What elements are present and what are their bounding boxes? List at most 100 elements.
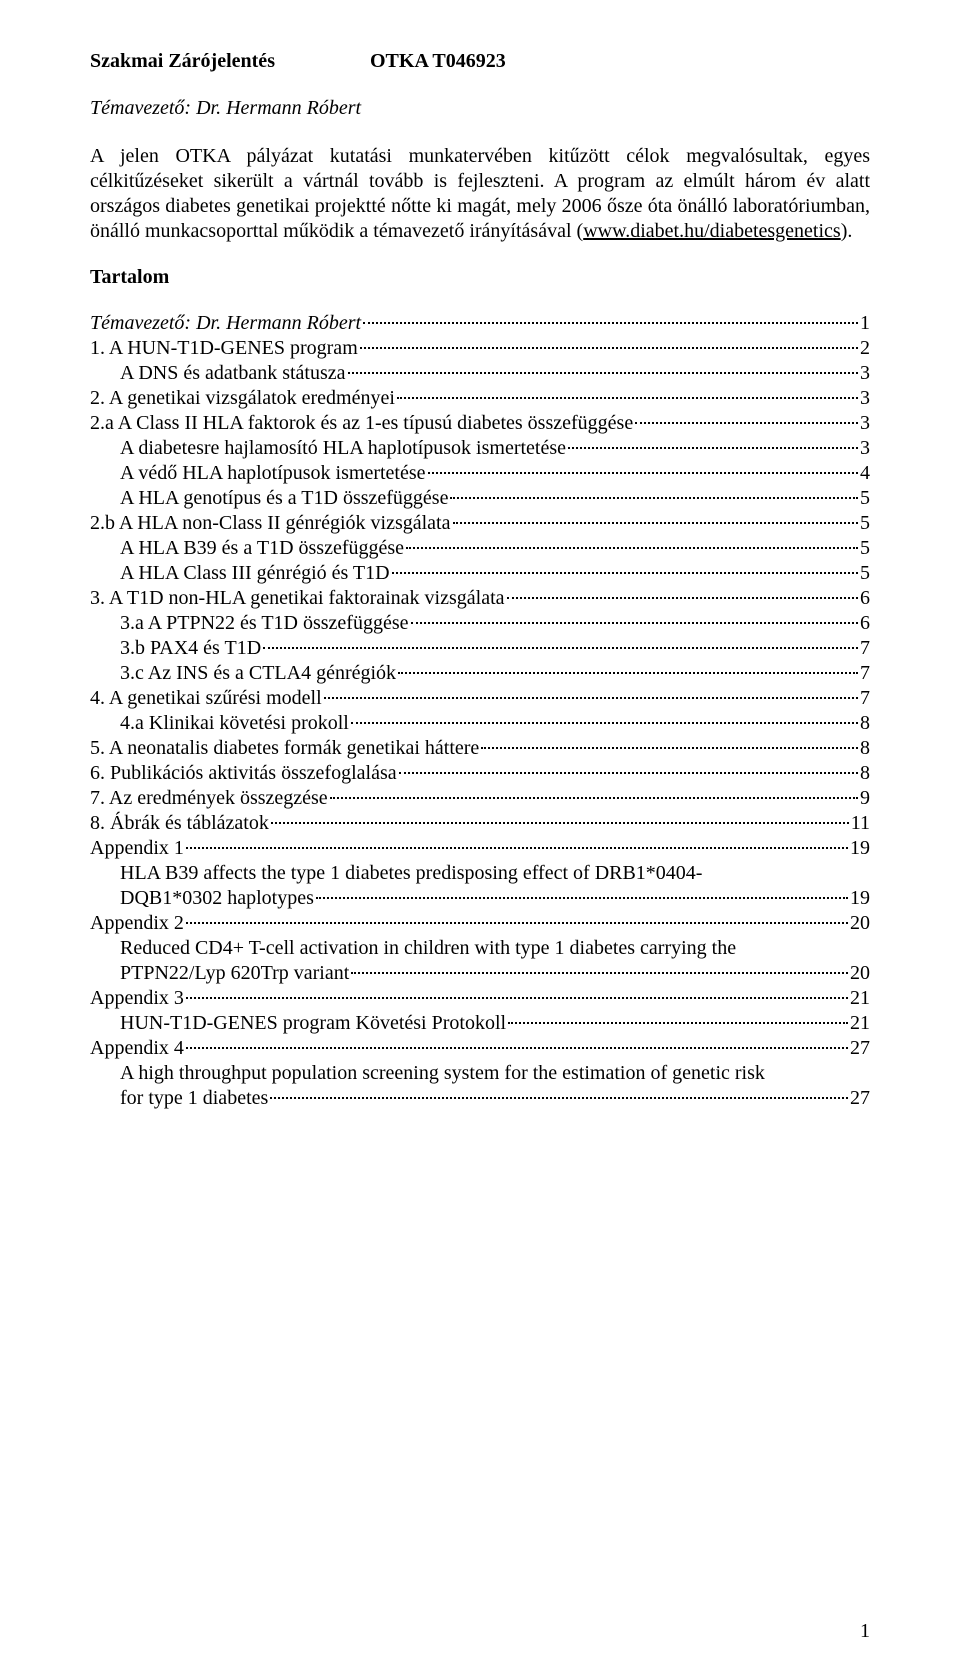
- toc-page: 3: [860, 386, 870, 411]
- toc-leader: [360, 347, 858, 349]
- toc-row: HUN-T1D-GENES program Követési Protokoll…: [90, 1011, 870, 1036]
- toc-row: DQB1*0302 haplotypes 19: [90, 886, 870, 911]
- toc-row: A DNS és adatbank státusza 3: [90, 361, 870, 386]
- toc-leader: [316, 897, 848, 899]
- toc-label: 7. Az eredmények összegzése: [90, 786, 328, 811]
- toc-page: 20: [850, 961, 870, 986]
- toc-page: 8: [860, 736, 870, 761]
- toc-leader: [406, 547, 858, 549]
- toc-page: 5: [860, 536, 870, 561]
- toc-leader: [507, 597, 858, 599]
- toc-row: 2.a A Class II HLA faktorok és az 1-es t…: [90, 411, 870, 436]
- toc-leader: [351, 722, 858, 724]
- toc-page: 21: [850, 986, 870, 1011]
- toc-page: 20: [850, 911, 870, 936]
- toc-page: 5: [860, 486, 870, 511]
- toc-leader: [481, 747, 858, 749]
- toc-leader: [428, 472, 858, 474]
- toc-leader: [186, 997, 848, 999]
- toc-row: HLA B39 affects the type 1 diabetes pred…: [90, 861, 870, 886]
- toc-leader: [186, 847, 848, 849]
- toc-leader: [508, 1022, 848, 1024]
- toc-label: 3. A T1D non-HLA genetikai faktorainak v…: [90, 586, 505, 611]
- toc-label: Témavezető: Dr. Hermann Róbert: [90, 311, 361, 336]
- toc-row: Reduced CD4+ T-cell activation in childr…: [90, 936, 870, 961]
- report-header: Szakmai Zárójelentés OTKA T046923: [90, 50, 870, 73]
- toc-label: Appendix 4: [90, 1036, 184, 1061]
- toc-page: 6: [860, 611, 870, 636]
- toc-label: A HLA Class III génrégió és T1D: [120, 561, 390, 586]
- toc-label: A diabetesre hajlamosító HLA haplotípuso…: [120, 436, 566, 461]
- toc-page: 21: [850, 1011, 870, 1036]
- toc-leader: [392, 572, 858, 574]
- toc-page: 19: [850, 886, 870, 911]
- toc-label: HLA B39 affects the type 1 diabetes pred…: [120, 861, 702, 886]
- toc-leader: [635, 422, 858, 424]
- header-left: Szakmai Zárójelentés: [90, 50, 275, 73]
- header-right: OTKA T046923: [370, 50, 506, 73]
- toc-leader: [263, 647, 858, 649]
- toc-label: Reduced CD4+ T-cell activation in childr…: [120, 936, 736, 961]
- toc-page: 5: [860, 561, 870, 586]
- toc-label: DQB1*0302 haplotypes: [120, 886, 314, 911]
- toc-leader: [399, 772, 858, 774]
- toc-row: 7. Az eredmények összegzése9: [90, 786, 870, 811]
- toc-page: 8: [860, 761, 870, 786]
- toc-label: 4. A genetikai szűrési modell: [90, 686, 322, 711]
- toc-label: A high throughput population screening s…: [120, 1061, 765, 1086]
- toc-leader: [324, 697, 858, 699]
- toc-row: 3. A T1D non-HLA genetikai faktorainak v…: [90, 586, 870, 611]
- toc-leader: [270, 1097, 848, 1099]
- toc-page: 6: [860, 586, 870, 611]
- toc-page: 3: [860, 436, 870, 461]
- toc-row: Témavezető: Dr. Hermann Róbert1: [90, 311, 870, 336]
- toc-row: 8. Ábrák és táblázatok11: [90, 811, 870, 836]
- toc-page: 7: [860, 636, 870, 661]
- toc-leader: [411, 622, 859, 624]
- intro-link[interactable]: www.diabet.hu/diabetesgenetics: [583, 220, 841, 242]
- toc-row: 4. A genetikai szűrési modell 7: [90, 686, 870, 711]
- toc-row: PTPN22/Lyp 620Trp variant 20: [90, 961, 870, 986]
- toc-leader: [568, 447, 858, 449]
- toc-leader: [397, 397, 858, 399]
- toc-label: 8. Ábrák és táblázatok: [90, 811, 269, 836]
- table-of-contents: Témavezető: Dr. Hermann Róbert11. A HUN-…: [90, 311, 870, 1111]
- toc-label: 2.b A HLA non-Class II génrégiók vizsgál…: [90, 511, 451, 536]
- toc-leader: [271, 822, 849, 824]
- toc-label: for type 1 diabetes: [120, 1086, 268, 1111]
- toc-label: PTPN22/Lyp 620Trp variant: [120, 961, 349, 986]
- toc-page: 2: [860, 336, 870, 361]
- toc-label: A DNS és adatbank státusza: [120, 361, 346, 386]
- toc-page: 3: [860, 361, 870, 386]
- toc-row: Appendix 4 27: [90, 1036, 870, 1061]
- toc-label: A HLA B39 és a T1D összefüggése: [120, 536, 404, 561]
- toc-label: 2. A genetikai vizsgálatok eredményei: [90, 386, 395, 411]
- toc-page: 27: [850, 1036, 870, 1061]
- toc-leader: [398, 672, 858, 674]
- toc-row: 4.a Klinikai követési prokoll8: [90, 711, 870, 736]
- toc-leader: [186, 1047, 848, 1049]
- toc-row: 2.b A HLA non-Class II génrégiók vizsgál…: [90, 511, 870, 536]
- toc-label: 4.a Klinikai követési prokoll: [120, 711, 349, 736]
- supervisor-line: Témavezető: Dr. Hermann Róbert: [90, 97, 870, 120]
- toc-row: 3.c Az INS és a CTLA4 génrégiók 7: [90, 661, 870, 686]
- toc-page: 7: [860, 686, 870, 711]
- toc-row: for type 1 diabetes 27: [90, 1086, 870, 1111]
- toc-label: 3.c Az INS és a CTLA4 génrégiók: [120, 661, 396, 686]
- toc-leader: [186, 922, 848, 924]
- toc-row: 3.a A PTPN22 és T1D összefüggése6: [90, 611, 870, 636]
- toc-label: A HLA genotípus és a T1D összefüggése: [120, 486, 448, 511]
- toc-page: 4: [860, 461, 870, 486]
- toc-leader: [363, 322, 858, 324]
- toc-label: Appendix 3: [90, 986, 184, 1011]
- toc-page: 7: [860, 661, 870, 686]
- toc-row: 5. A neonatalis diabetes formák genetika…: [90, 736, 870, 761]
- toc-row: Appendix 220: [90, 911, 870, 936]
- toc-row: 2. A genetikai vizsgálatok eredményei 3: [90, 386, 870, 411]
- toc-label: 3.b PAX4 és T1D: [120, 636, 261, 661]
- toc-page: 5: [860, 511, 870, 536]
- toc-leader: [453, 522, 859, 524]
- toc-page: 27: [850, 1086, 870, 1111]
- intro-text-2: ).: [841, 220, 853, 242]
- toc-label: 2.a A Class II HLA faktorok és az 1-es t…: [90, 411, 633, 436]
